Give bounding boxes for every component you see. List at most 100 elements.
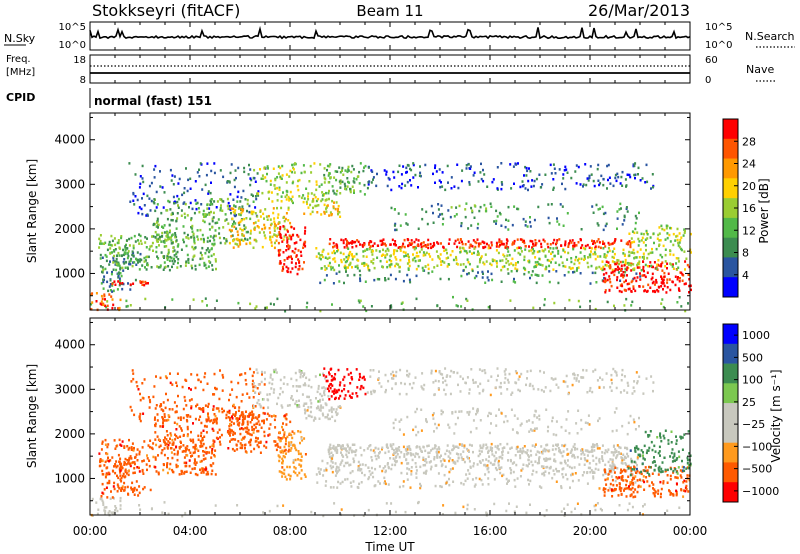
heatmap-cell [336, 470, 339, 473]
heatmap-cell [542, 449, 545, 452]
heatmap-cell [624, 258, 627, 262]
heatmap-cell [417, 227, 420, 230]
heatmap-cell [240, 238, 243, 242]
heatmap-cell [174, 235, 177, 239]
heatmap-cell [441, 463, 444, 467]
heatmap-cell [586, 243, 589, 247]
heatmap-cell [393, 224, 396, 227]
heatmap-cell [322, 372, 324, 376]
heatmap-cell [302, 194, 305, 197]
heatmap-cell [132, 471, 135, 475]
heatmap-cell [491, 278, 494, 282]
heatmap-cell [326, 462, 329, 465]
heatmap-cell [387, 379, 390, 383]
heatmap-cell [328, 165, 331, 168]
heatmap-cell [518, 450, 521, 453]
heatmap-cell [610, 242, 613, 246]
heatmap-cell [366, 186, 369, 190]
heatmap-cell [626, 261, 629, 265]
heatmap-cell [198, 210, 201, 214]
heatmap-cell [279, 260, 282, 263]
heatmap-cell [424, 458, 427, 461]
heatmap-cell [117, 274, 120, 278]
heatmap-cell [571, 453, 574, 457]
heatmap-cell [541, 249, 544, 252]
heatmap-cell [136, 251, 139, 254]
heatmap-cell [530, 460, 533, 464]
heatmap-cell [624, 178, 627, 181]
heatmap-cell [529, 216, 531, 219]
heatmap-cell [352, 241, 355, 244]
heatmap-cell [649, 251, 652, 255]
heatmap-cell [149, 209, 152, 212]
heatmap-cell [626, 242, 629, 246]
heatmap-cell [618, 267, 621, 270]
heatmap-cell [347, 445, 349, 448]
heatmap-cell [372, 244, 374, 248]
heatmap-cell [478, 449, 481, 453]
heatmap-cell [236, 200, 239, 203]
heatmap-cell [151, 235, 153, 238]
heatmap-cell [138, 233, 141, 236]
heatmap-cell [194, 448, 197, 451]
heatmap-cell [662, 280, 665, 283]
heatmap-cell [602, 212, 605, 216]
heatmap-cell [304, 409, 307, 413]
heatmap-cell [248, 396, 251, 399]
heatmap-cell [239, 227, 242, 231]
heatmap-cell [631, 300, 634, 304]
heatmap-cell [334, 373, 337, 376]
heatmap-cell [604, 263, 607, 267]
heatmap-cell [128, 260, 131, 264]
heatmap-cell [184, 446, 187, 450]
heatmap-cell [317, 252, 320, 255]
heatmap-cell [349, 396, 352, 399]
heatmap-cell [207, 192, 210, 195]
heatmap-cell [384, 254, 387, 257]
heatmap-cell [142, 180, 145, 184]
heatmap-cell [246, 198, 249, 202]
heatmap-cell [642, 232, 645, 236]
heatmap-cell [329, 238, 332, 241]
heatmap-cell [447, 263, 450, 266]
heatmap-cell [110, 234, 113, 238]
heatmap-cell [403, 255, 406, 258]
heatmap-cell [618, 208, 621, 211]
heatmap-cell [572, 244, 575, 248]
heatmap-cell [100, 282, 103, 285]
heatmap-cell [442, 513, 444, 516]
heatmap-cell [304, 475, 307, 478]
heatmap-cell [176, 422, 179, 426]
heatmap-cell [281, 466, 284, 469]
heatmap-cell [493, 463, 496, 466]
heatmap-cell [534, 443, 537, 446]
heatmap-cell [538, 461, 541, 465]
heatmap-cell [535, 470, 538, 474]
heatmap-cell [578, 261, 581, 265]
heatmap-cell [628, 250, 631, 254]
heatmap-cell [399, 224, 402, 227]
heatmap-cell [220, 433, 223, 437]
heatmap-cell [184, 464, 187, 468]
heatmap-cell [305, 306, 308, 309]
heatmap-cell [608, 265, 610, 268]
heatmap-cell [636, 463, 638, 467]
heatmap-cell [158, 244, 160, 247]
heatmap-cell [156, 255, 159, 258]
heatmap-cell [349, 189, 352, 192]
heatmap-cell [498, 211, 501, 215]
heatmap-cell [236, 423, 239, 426]
heatmap-cell [107, 456, 109, 459]
heatmap-cell [428, 252, 431, 256]
heatmap-cell [591, 471, 594, 474]
heatmap-cell [168, 259, 171, 263]
heatmap-cell [398, 455, 401, 459]
heatmap-cell [186, 427, 189, 431]
heatmap-cell [490, 243, 493, 247]
colorbar-tick-label: 16 [742, 202, 756, 215]
heatmap-cell [150, 507, 153, 511]
heatmap-cell [402, 279, 405, 283]
heatmap-cell [580, 513, 583, 516]
heatmap-cell [545, 509, 548, 512]
heatmap-cell [244, 226, 247, 229]
